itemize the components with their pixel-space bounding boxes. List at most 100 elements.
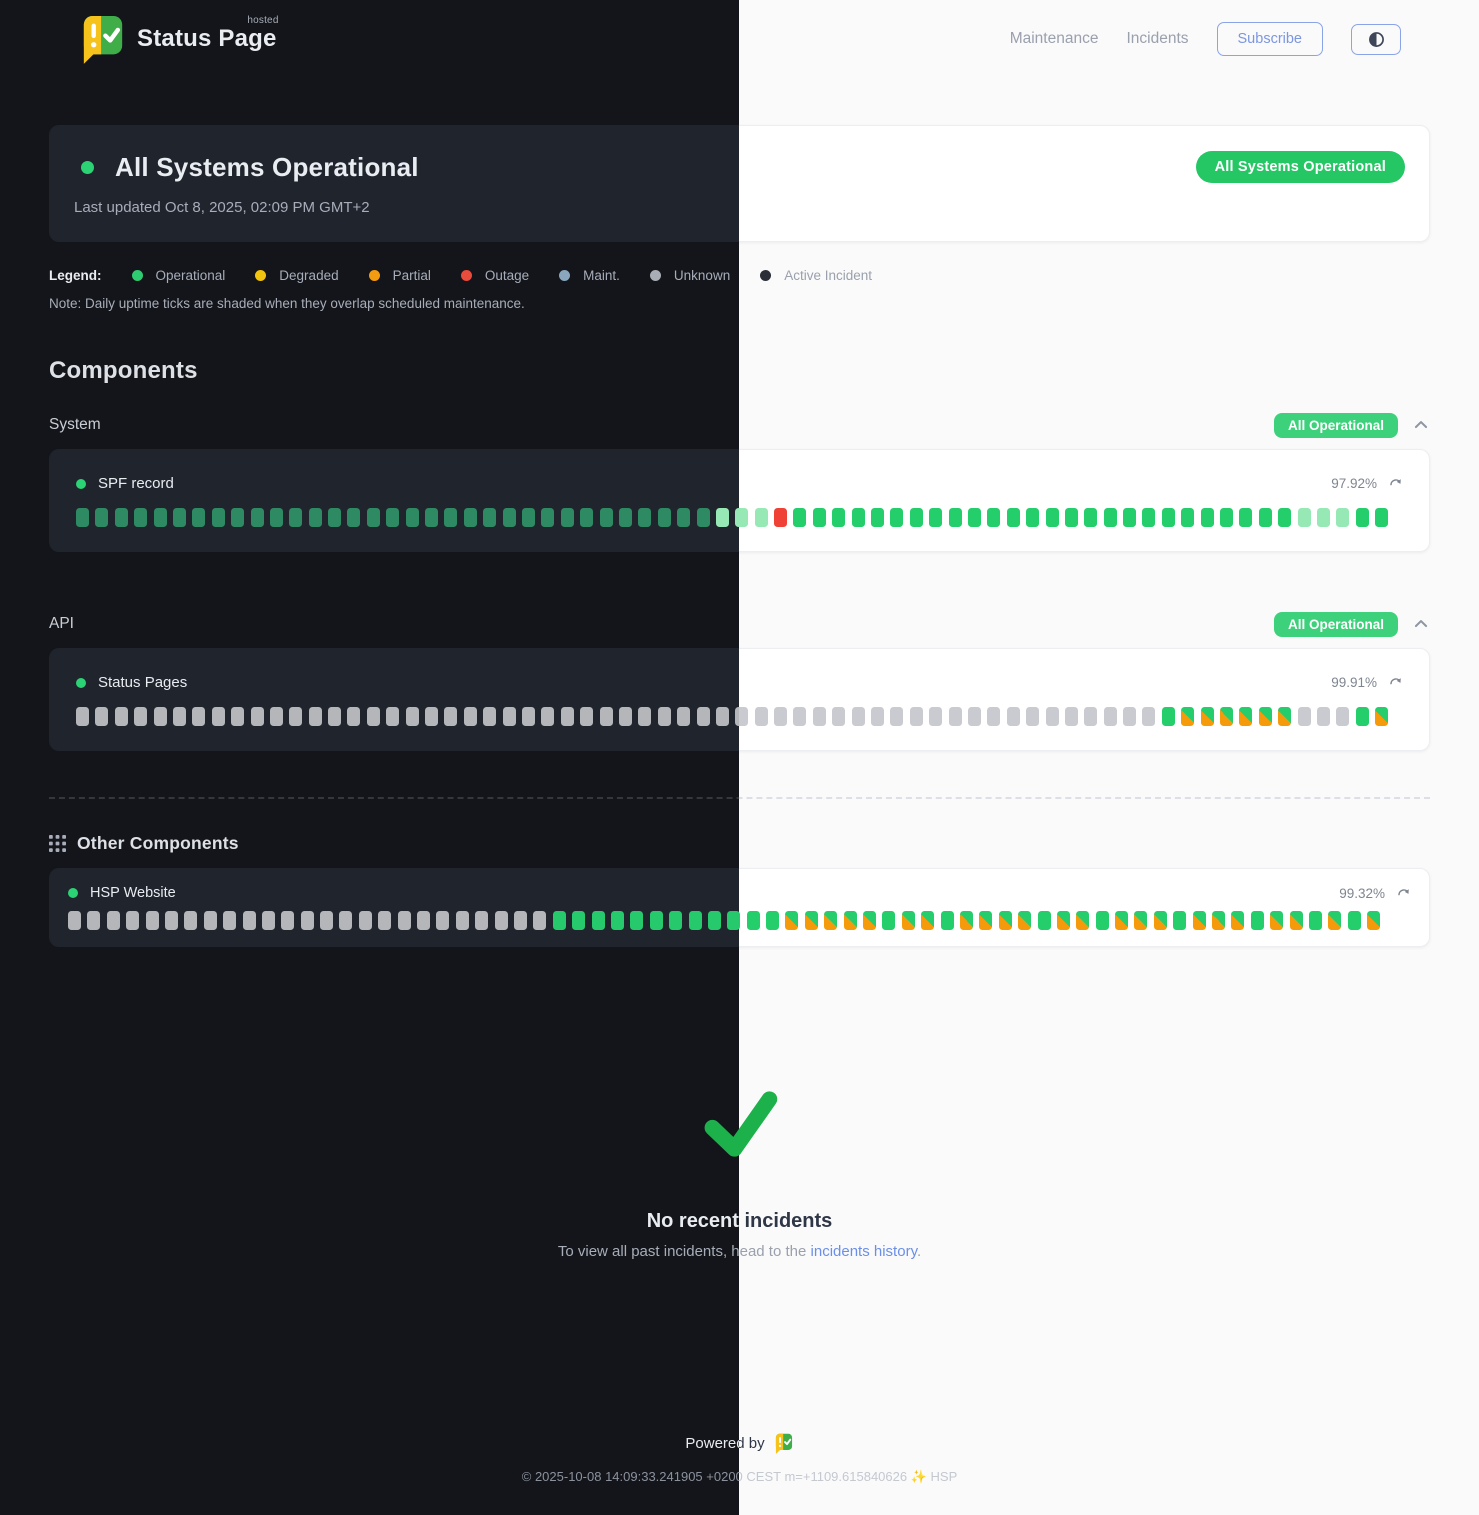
uptime-tick[interactable] [153,707,167,726]
uptime-tick[interactable] [1220,707,1234,726]
uptime-tick[interactable] [1239,707,1253,726]
uptime-tick[interactable] [1258,707,1272,726]
uptime-tick[interactable] [134,707,148,726]
uptime-tick[interactable] [929,508,943,527]
uptime-tick[interactable] [1123,707,1137,726]
uptime-tick[interactable] [223,911,237,930]
uptime-tick[interactable] [1309,911,1322,930]
uptime-tick[interactable] [386,707,400,726]
uptime-tick[interactable] [1161,508,1175,527]
uptime-tick[interactable] [1355,508,1369,527]
uptime-tick[interactable] [959,911,973,930]
uptime-tick[interactable] [541,508,555,527]
uptime-tick[interactable] [1367,911,1381,930]
uptime-tick[interactable] [921,911,935,930]
uptime-tick[interactable] [735,707,739,726]
uptime-tick[interactable] [1142,707,1156,726]
uptime-tick[interactable] [405,508,419,527]
uptime-tick[interactable] [979,911,993,930]
uptime-tick[interactable] [114,707,128,726]
uptime-tick[interactable] [231,508,245,527]
uptime-tick[interactable] [774,508,788,527]
uptime-tick[interactable] [1103,508,1117,527]
uptime-tick[interactable] [832,508,846,527]
uptime-tick[interactable] [707,911,721,930]
uptime-tick[interactable] [1297,707,1311,726]
uptime-tick[interactable] [308,508,322,527]
uptime-tick[interactable] [832,707,846,726]
nav-link-maintenance[interactable]: Maintenance [1009,30,1099,47]
uptime-tick[interactable] [1336,508,1350,527]
uptime-tick[interactable] [1056,911,1070,930]
uptime-tick[interactable] [76,508,89,527]
uptime-tick[interactable] [483,508,497,527]
uptime-tick[interactable] [1045,508,1059,527]
uptime-tick[interactable] [812,508,826,527]
uptime-tick[interactable] [455,911,469,930]
uptime-tick[interactable] [436,911,450,930]
uptime-tick[interactable] [657,707,671,726]
uptime-tick[interactable] [739,707,749,726]
uptime-tick[interactable] [192,508,206,527]
uptime-tick[interactable] [366,707,380,726]
uptime-tick[interactable] [203,911,217,930]
uptime-tick[interactable] [502,508,516,527]
uptime-tick[interactable] [890,707,904,726]
uptime-tick[interactable] [192,707,206,726]
uptime-tick[interactable] [483,707,497,726]
uptime-tick[interactable] [1006,707,1020,726]
uptime-tick[interactable] [871,508,885,527]
uptime-tick[interactable] [754,707,768,726]
uptime-tick[interactable] [793,707,807,726]
uptime-tick[interactable] [95,707,109,726]
uptime-tick[interactable] [1336,707,1350,726]
uptime-tick[interactable] [1375,508,1389,527]
uptime-tick[interactable] [425,707,439,726]
uptime-tick[interactable] [580,508,594,527]
uptime-tick[interactable] [1270,911,1284,930]
uptime-tick[interactable] [688,911,702,930]
uptime-tick[interactable] [1084,508,1098,527]
uptime-tick[interactable] [599,707,613,726]
uptime-tick[interactable] [1212,911,1226,930]
uptime-tick[interactable] [739,911,741,930]
subscribe-button[interactable]: Subscribe [1216,22,1323,56]
uptime-tick[interactable] [1173,911,1187,930]
uptime-tick[interactable] [843,911,857,930]
uptime-tick[interactable] [521,707,535,726]
uptime-tick[interactable] [1064,508,1078,527]
uptime-tick[interactable] [1181,707,1195,726]
uptime-tick[interactable] [289,508,303,527]
uptime-tick[interactable] [1239,508,1253,527]
nav-link-incidents[interactable]: Incidents [1126,30,1189,47]
uptime-tick[interactable] [909,508,923,527]
collapse-group-button[interactable] [1412,615,1430,633]
uptime-tick[interactable] [281,911,295,930]
uptime-tick[interactable] [1115,911,1129,930]
uptime-tick[interactable] [774,707,788,726]
uptime-tick[interactable] [494,911,508,930]
uptime-tick[interactable] [890,508,904,527]
uptime-tick[interactable] [308,707,322,726]
uptime-tick[interactable] [513,911,527,930]
uptime-tick[interactable] [901,911,915,930]
uptime-tick[interactable] [766,911,780,930]
uptime-tick[interactable] [824,911,838,930]
uptime-tick[interactable] [998,911,1012,930]
uptime-tick[interactable] [1161,707,1175,726]
uptime-tick[interactable] [793,508,807,527]
uptime-tick[interactable] [1192,911,1206,930]
uptime-tick[interactable] [1200,707,1214,726]
uptime-tick[interactable] [735,508,739,527]
refresh-history-button[interactable] [1388,675,1403,690]
uptime-tick[interactable] [300,911,314,930]
uptime-tick[interactable] [358,911,372,930]
uptime-tick[interactable] [715,707,729,726]
uptime-tick[interactable] [1355,707,1369,726]
uptime-tick[interactable] [541,707,555,726]
uptime-tick[interactable] [1026,707,1040,726]
uptime-tick[interactable] [580,707,594,726]
uptime-tick[interactable] [1181,508,1195,527]
uptime-tick[interactable] [1250,911,1264,930]
uptime-tick[interactable] [1095,911,1109,930]
